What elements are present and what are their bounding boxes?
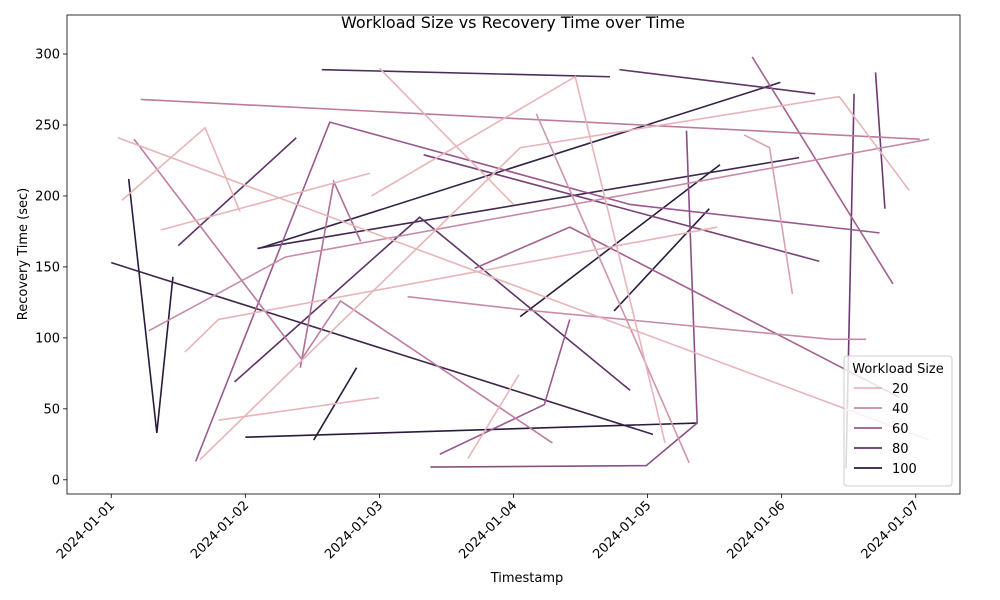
series-line (245, 422, 698, 439)
series-line (148, 138, 930, 332)
series-line (378, 67, 515, 206)
series-line (177, 137, 297, 247)
legend-label: 80 (892, 442, 909, 457)
series-line (321, 68, 611, 78)
series-line (111, 261, 654, 436)
y-tick-label: 200 (35, 189, 60, 204)
series-line (184, 226, 718, 353)
series-line (127, 178, 174, 434)
y-tick-label: 150 (35, 260, 60, 275)
legend-label: 100 (892, 462, 917, 477)
legend-label: 40 (892, 402, 909, 417)
y-axis-label: Recovery Time (sec) (16, 188, 31, 320)
series-line (199, 95, 910, 461)
series-line (370, 75, 666, 444)
series-line (743, 134, 794, 295)
series-line (619, 68, 816, 95)
legend-title: Workload Size (852, 362, 944, 377)
series-line (218, 396, 380, 421)
series-line (613, 208, 710, 312)
series-line (430, 130, 699, 468)
series-line (519, 164, 721, 318)
series-line (140, 98, 920, 140)
series-line (299, 179, 362, 368)
y-tick-label: 300 (35, 48, 60, 63)
y-tick-label: 250 (35, 118, 60, 133)
legend-label: 20 (892, 382, 909, 397)
series-line (133, 138, 553, 444)
series-line (467, 374, 520, 459)
series-line (474, 226, 901, 399)
plot-lines (111, 56, 930, 469)
y-tick-label: 50 (43, 402, 60, 417)
plot-frame (66, 14, 961, 495)
series-line (257, 156, 800, 250)
series-line (751, 56, 894, 285)
x-axis-label: Timestamp (490, 571, 564, 586)
series-line (535, 113, 690, 464)
y-tick-label: 100 (35, 331, 60, 346)
series-line (117, 137, 930, 441)
series-line (407, 295, 867, 341)
series-line (258, 81, 781, 250)
chart-title: Workload Size vs Recovery Time over Time (341, 13, 685, 32)
series-line (234, 216, 631, 392)
series-line (874, 72, 886, 209)
y-tick-label: 0 (52, 473, 60, 488)
legend-label: 60 (892, 422, 909, 437)
series-line (439, 319, 571, 455)
series-line (121, 126, 241, 212)
series-line (194, 121, 880, 462)
series-line (423, 154, 820, 263)
series-line (160, 172, 371, 231)
